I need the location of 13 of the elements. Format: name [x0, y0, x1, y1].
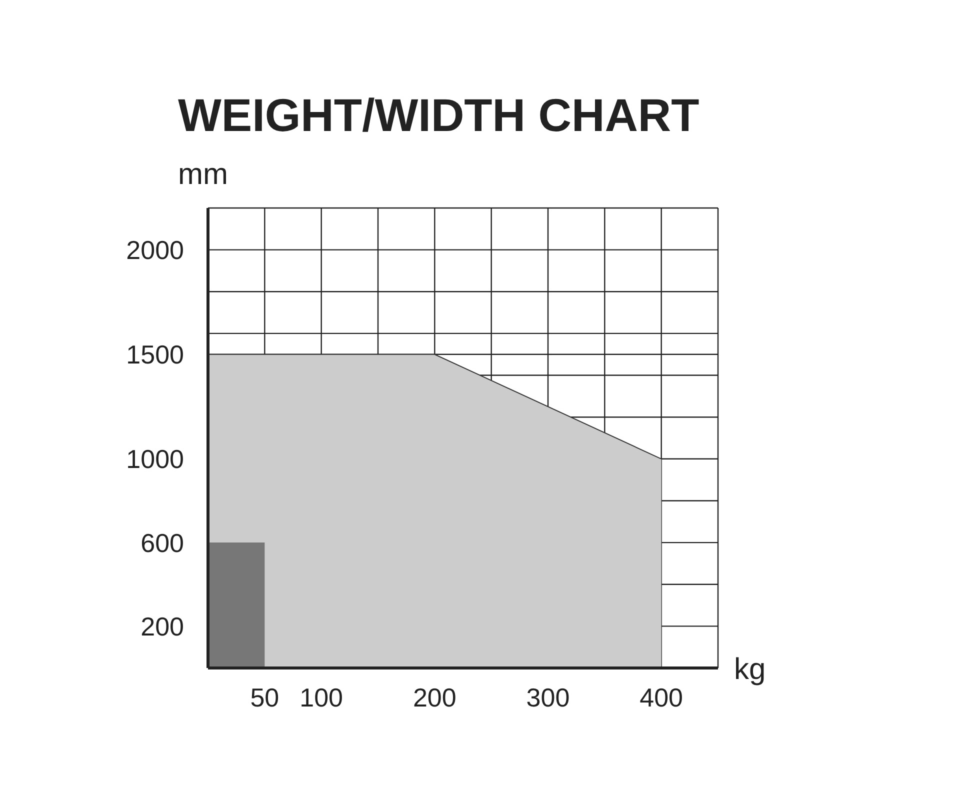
y-tick-label: 600 — [140, 528, 184, 558]
x-tick-label: 100 — [300, 682, 344, 712]
x-tick-label: 400 — [640, 682, 684, 712]
y-axis-title: mm — [178, 158, 228, 192]
x-tick-label: 200 — [412, 682, 456, 712]
chart-title: WEIGHT/WIDTH CHART — [178, 88, 700, 142]
x-axis-title: kg — [734, 653, 766, 687]
x-tick-label: 50 — [250, 682, 280, 712]
y-tick-label: 2000 — [126, 235, 184, 266]
y-tick-label: 1000 — [126, 444, 184, 474]
y-tick-label: 200 — [140, 611, 184, 642]
x-tick-label: 300 — [526, 682, 570, 712]
y-tick-label: 1500 — [126, 340, 184, 370]
